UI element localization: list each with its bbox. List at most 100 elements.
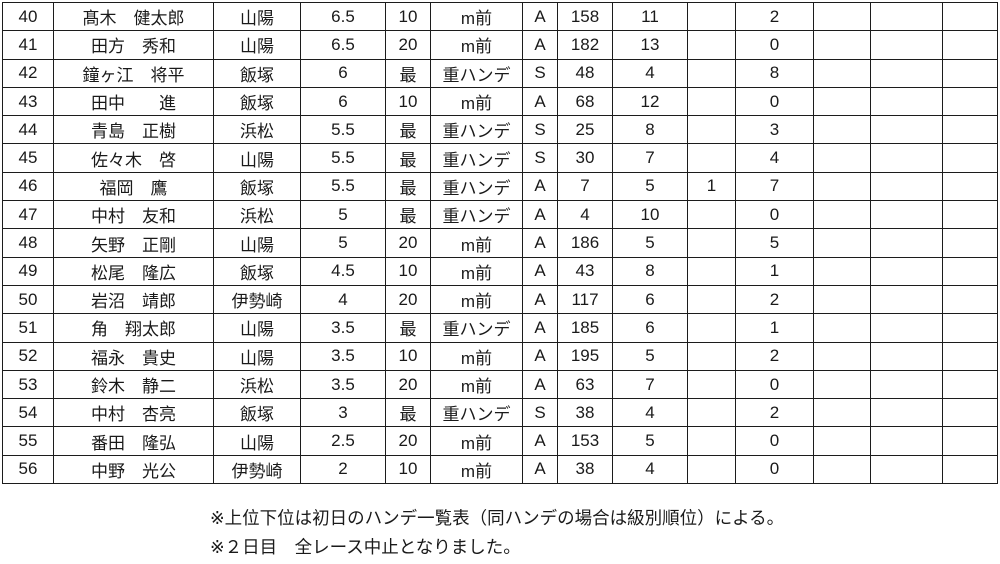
table-row: 41 田方 秀和 山陽 6.5 20 m前 A 182 13 0: [2, 30, 998, 60]
cell-blank3: [942, 30, 998, 60]
cell-region: 山陽: [213, 30, 301, 60]
cell-region: 飯塚: [213, 256, 301, 286]
cell-blank3: [942, 86, 998, 117]
cell-class: S: [522, 58, 558, 88]
cell-start-line: 最: [385, 171, 431, 202]
cell-stat3: [687, 30, 736, 60]
cell-blank3: [942, 256, 998, 286]
cell-stat1: 63: [557, 369, 613, 400]
cell-blank3: [942, 426, 998, 456]
cell-name: 番田 隆弘: [53, 426, 214, 456]
cell-name: 松尾 隆広: [53, 256, 214, 286]
cell-no: 42: [2, 58, 54, 88]
cell-blank2: [870, 115, 943, 145]
cell-blank3: [942, 200, 998, 230]
cell-handicap-type: m前: [430, 284, 523, 315]
cell-handicap-type: m前: [430, 426, 523, 456]
cell-blank1: [813, 86, 871, 117]
cell-blank2: [870, 1, 943, 32]
cell-region: 浜松: [213, 369, 301, 400]
cell-class: A: [522, 369, 558, 400]
cell-start-line: 最: [385, 200, 431, 230]
cell-blank1: [813, 426, 871, 456]
handicap-table-body: 40 髙木 健太郎 山陽 6.5 10 m前 A 158 11 2 41 田方 秀和 山陽 6.5 20 m前…: [2, 1, 998, 485]
cell-blank3: [942, 228, 998, 258]
cell-name: 田方 秀和: [53, 30, 214, 60]
cell-class: S: [522, 143, 558, 173]
cell-start-line: 10: [385, 341, 431, 371]
cell-no: 48: [2, 228, 54, 258]
cell-blank2: [870, 200, 943, 230]
table-row: 45 佐々木 啓山陽 5.5 最重ハンデ S 30 7 4: [2, 143, 998, 173]
cell-stat2: 7: [612, 143, 688, 173]
cell-handicap: 2.5: [300, 426, 386, 456]
cell-stat1: 182: [557, 30, 613, 60]
table-row: 56 中野 光公 伊勢崎 2 10 m前 A 38 4 0: [2, 454, 998, 485]
cell-region: 飯塚: [213, 86, 301, 117]
cell-stat2: 4: [612, 454, 688, 485]
cell-class: A: [522, 454, 558, 485]
table-row: 51 角 翔太郎 山陽 3.5 最重ハンデ A 185 6 1: [2, 313, 998, 343]
cell-stat4: 0: [735, 30, 814, 60]
cell-region: 飯塚: [213, 58, 301, 88]
cell-blank2: [870, 341, 943, 371]
table-row: 42 鐘ヶ江 将平 飯塚 6 最重ハンデ S 48 4 8: [2, 58, 998, 88]
cell-stat4: 4: [735, 143, 814, 173]
cell-name: 福岡 鷹: [53, 171, 214, 202]
cell-handicap: 3.5: [300, 369, 386, 400]
cell-stat2: 4: [612, 398, 688, 428]
cell-stat3: [687, 1, 736, 32]
cell-handicap-type: 重ハンデ: [430, 58, 523, 88]
cell-name: 矢野 正剛: [53, 228, 214, 258]
cell-start-line: 最: [385, 58, 431, 88]
cell-start-line: 10: [385, 86, 431, 117]
cell-stat3: [687, 115, 736, 145]
cell-stat2: 10: [612, 200, 688, 230]
cell-start-line: 10: [385, 1, 431, 32]
cell-stat2: 6: [612, 284, 688, 315]
cell-handicap-type: m前: [430, 1, 523, 32]
footnote-handicap-rule: ※上位下位は初日のハンデ一覧表（同ハンデの場合は級別順位）による。: [210, 508, 785, 528]
cell-stat1: 117: [557, 284, 613, 315]
cell-stat2: 5: [612, 228, 688, 258]
table-row: 43 田中 進飯塚 6 10 m前 A 68 12 0: [2, 86, 998, 117]
cell-blank1: [813, 313, 871, 343]
cell-stat2: 7: [612, 369, 688, 400]
cell-name: 角 翔太郎: [53, 313, 214, 343]
cell-stat2: 5: [612, 341, 688, 371]
table-row: 53 鈴木 静二 浜松 3.5 20 m前 A 63 7 0: [2, 369, 998, 400]
cell-blank1: [813, 115, 871, 145]
cell-handicap-type: m前: [430, 256, 523, 286]
cell-stat3: [687, 143, 736, 173]
cell-region: 山陽: [213, 228, 301, 258]
cell-blank2: [870, 284, 943, 315]
cell-handicap: 6.5: [300, 30, 386, 60]
cell-start-line: 20: [385, 228, 431, 258]
cell-stat1: 4: [557, 200, 613, 230]
cell-region: 山陽: [213, 341, 301, 371]
cell-stat4: 1: [735, 313, 814, 343]
cell-handicap: 3.5: [300, 313, 386, 343]
cell-handicap: 6: [300, 86, 386, 117]
cell-handicap: 3: [300, 398, 386, 428]
cell-start-line: 20: [385, 369, 431, 400]
cell-stat4: 2: [735, 398, 814, 428]
cell-handicap: 5: [300, 200, 386, 230]
cell-no: 46: [2, 171, 54, 202]
cell-stat3: [687, 426, 736, 456]
cell-handicap: 4.5: [300, 256, 386, 286]
cell-stat3: [687, 86, 736, 117]
cell-no: 45: [2, 143, 54, 173]
cell-blank3: [942, 115, 998, 145]
cell-blank1: [813, 256, 871, 286]
cell-no: 44: [2, 115, 54, 145]
handicap-table: 40 髙木 健太郎 山陽 6.5 10 m前 A 158 11 2 41 田方 秀和 山陽 6.5 20 m前…: [2, 1, 998, 485]
table-row: 40 髙木 健太郎 山陽 6.5 10 m前 A 158 11 2: [2, 1, 998, 32]
cell-stat4: 5: [735, 228, 814, 258]
cell-blank2: [870, 86, 943, 117]
cell-stat3: [687, 256, 736, 286]
cell-class: A: [522, 200, 558, 230]
cell-no: 54: [2, 398, 54, 428]
table-row: 52 福永 貴史 山陽 3.5 10 m前 A 195 5 2: [2, 341, 998, 371]
